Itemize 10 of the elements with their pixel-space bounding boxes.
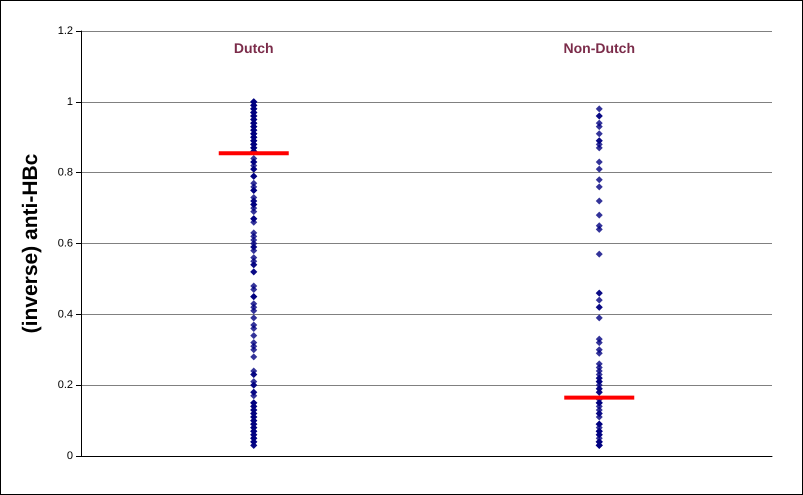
y-tick-label: 0.2 [58,379,73,392]
x-tick-label: Dutch [234,40,274,56]
y-tick-label: 0 [66,450,73,462]
x-tick-label: Non-Dutch [563,40,636,56]
y-tick-label: 0.6 [58,238,73,250]
y-tick-label: 0.8 [58,166,73,179]
y-tick-label: 1.2 [58,25,73,37]
y-tick-label: 1 [66,96,73,108]
y-axis-title: (inverse) anti-HBc [19,153,42,334]
y-tick-label: 0.4 [58,308,73,320]
